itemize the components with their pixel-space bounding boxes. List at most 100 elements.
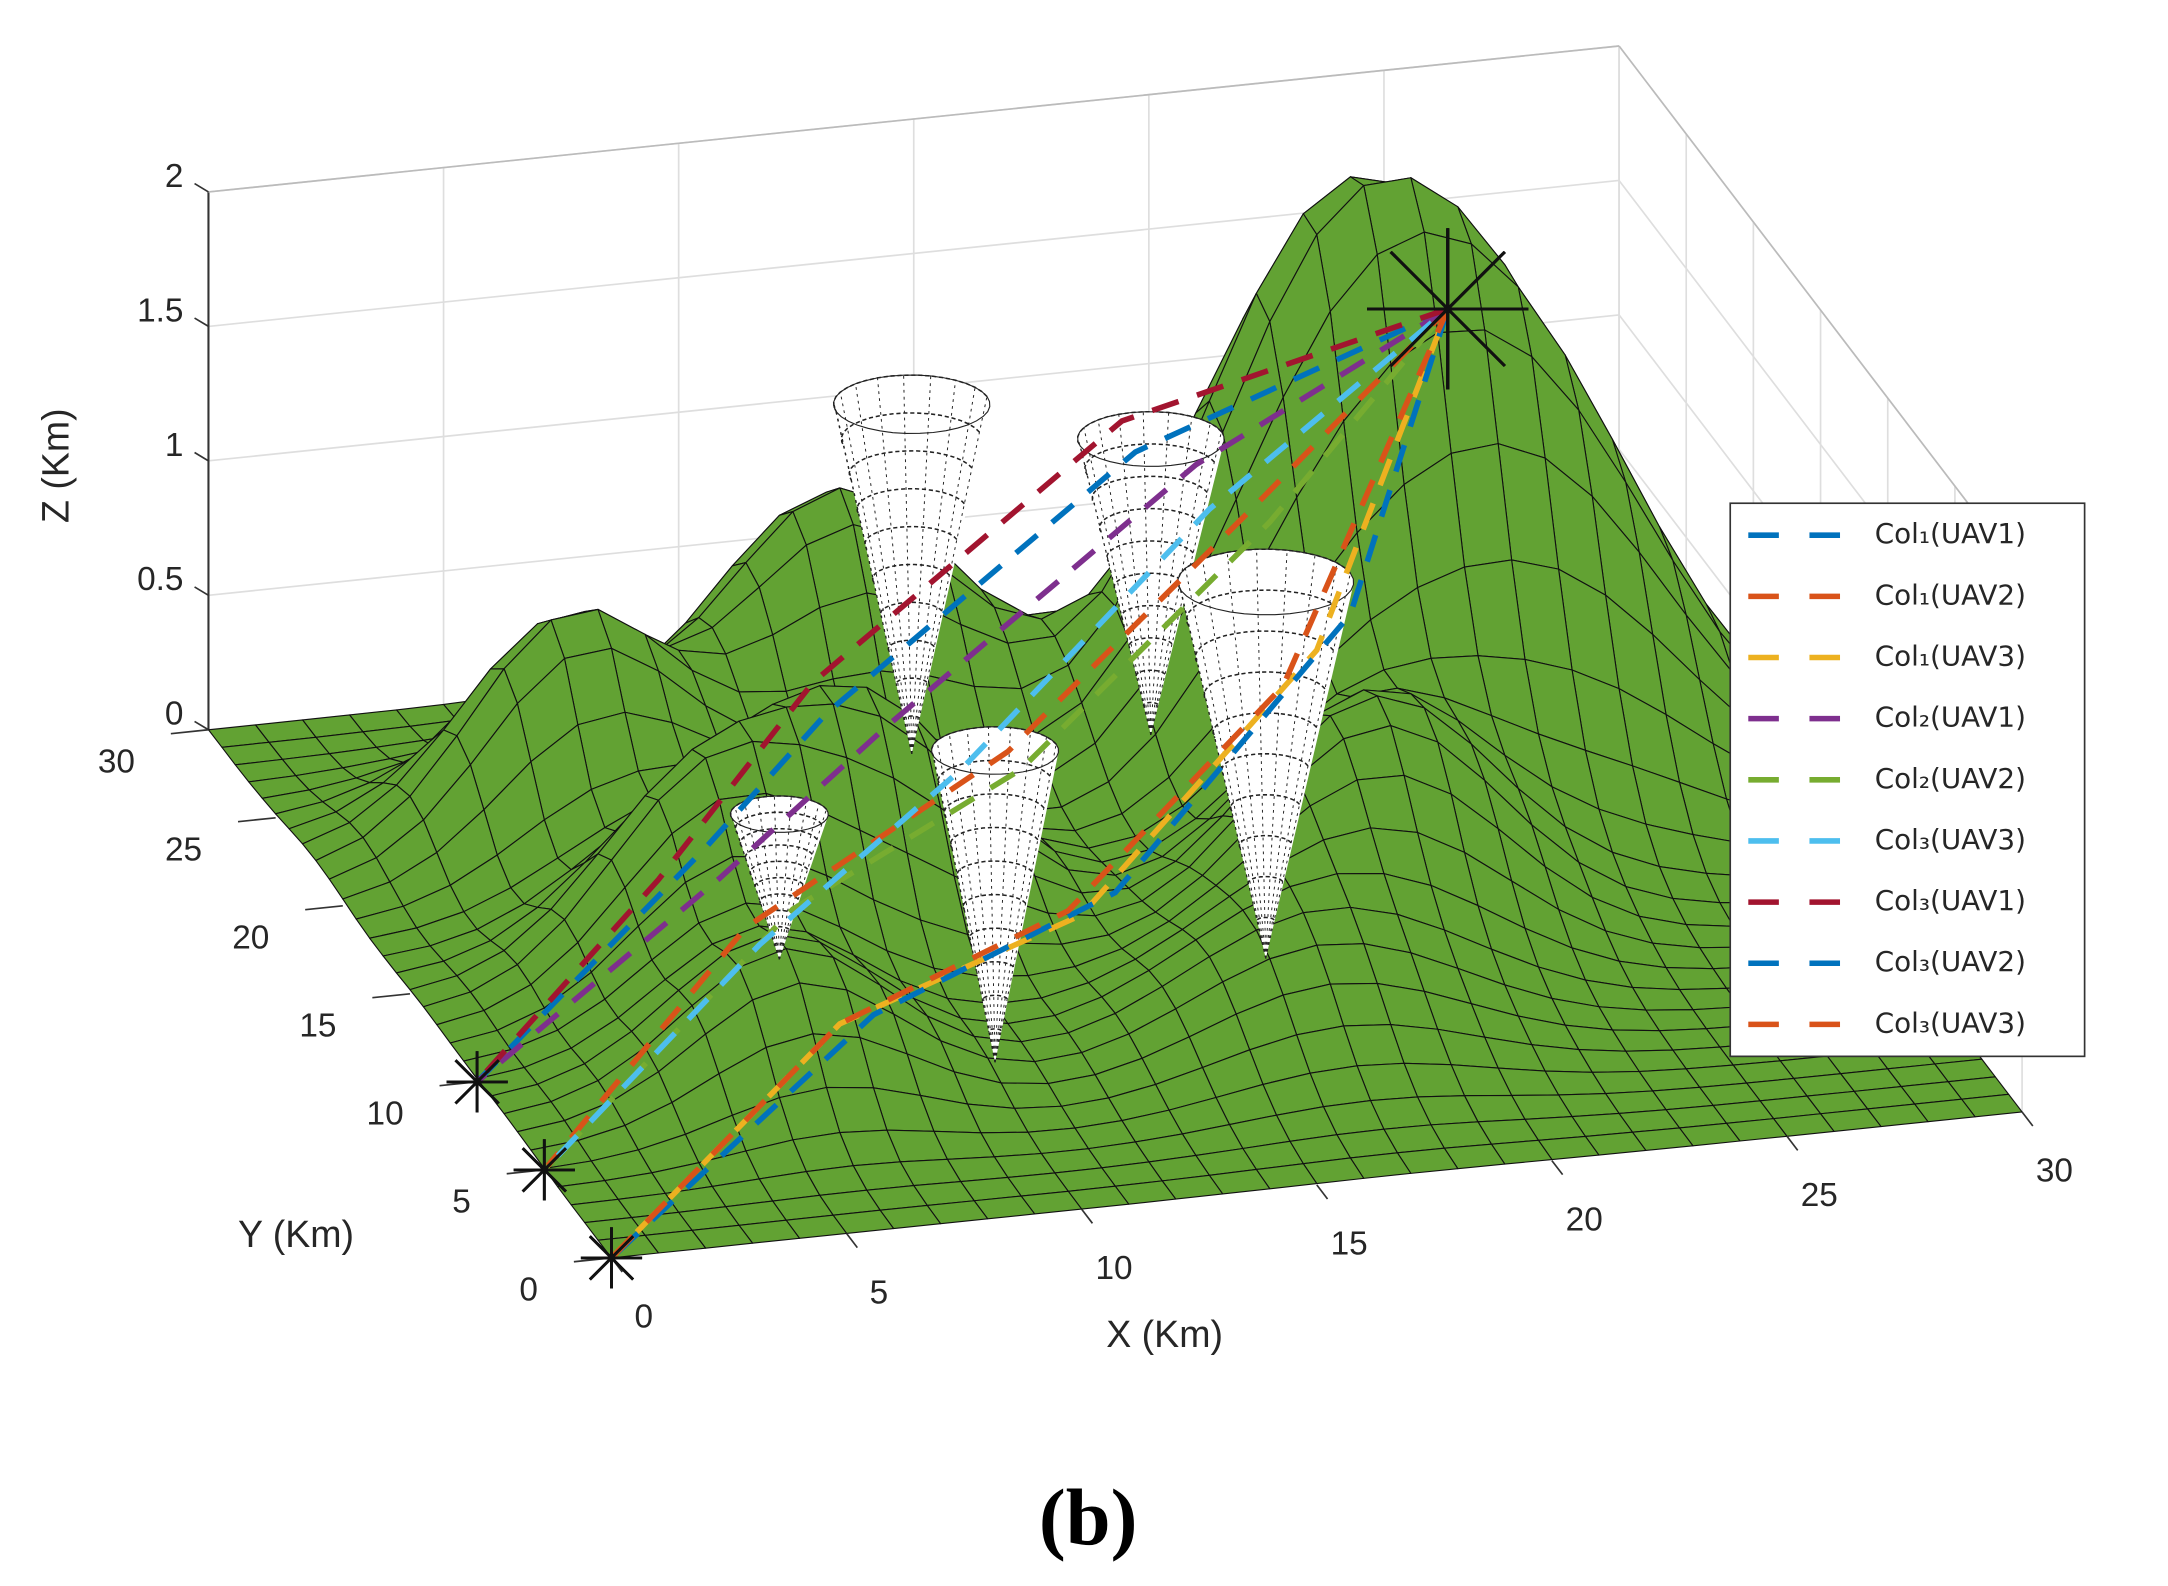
cone-mesh: [987, 1028, 1002, 1033]
cone-mesh: [1098, 507, 1201, 534]
cone-mesh: [1142, 701, 1159, 707]
cone-mesh: [832, 374, 988, 413]
cone-mesh: [1097, 419, 1152, 735]
z-axis-title: Z (Km): [34, 408, 76, 523]
legend-label: Col₁(UAV1): [1875, 517, 2026, 550]
cone-mesh: [1265, 550, 1288, 959]
cone-mesh: [1135, 669, 1166, 678]
z-tick: [194, 586, 209, 597]
cone-mesh: [887, 639, 935, 652]
legend-label: Col₃(UAV3): [1875, 1006, 2026, 1039]
cone-mesh: [1229, 794, 1301, 812]
z-tick: [194, 720, 209, 731]
cone-mesh: [949, 826, 1039, 849]
z-tick: [194, 317, 209, 328]
cone-mesh: [734, 806, 780, 960]
cone-mesh: [1265, 573, 1351, 959]
x-tick: [845, 1233, 858, 1249]
cone-mesh: [981, 994, 1008, 1002]
z-tick: [194, 182, 209, 193]
cone-mesh: [994, 744, 1057, 1063]
y-tick-label: 20: [232, 919, 269, 956]
cone-mesh: [864, 525, 958, 550]
cone-mesh: [768, 925, 790, 932]
cone-mesh: [1091, 475, 1208, 505]
y-tick-label: 5: [452, 1183, 471, 1220]
y-tick: [170, 728, 209, 735]
cone-mesh: [994, 727, 1011, 1063]
cone-mesh: [879, 601, 943, 618]
cone-mesh: [1226, 552, 1267, 959]
uav-path: [475, 306, 1450, 1084]
z-tick-label: 1: [165, 427, 184, 464]
start-marker: [513, 1139, 575, 1201]
cone-body: [931, 748, 1059, 1063]
cone-mesh: [848, 450, 973, 481]
goal-marker: [1367, 228, 1529, 390]
cone-mesh: [1256, 916, 1275, 923]
cone-mesh: [871, 563, 950, 584]
x-axis-title: X (Km): [1106, 1313, 1223, 1355]
z-tick: [194, 451, 209, 462]
cone-mesh: [1118, 414, 1152, 735]
cone-mesh: [734, 811, 823, 834]
legend-label: Col₂(UAV2): [1875, 762, 2026, 795]
threat-cone: [832, 374, 991, 754]
threat-cone: [1177, 548, 1355, 959]
threat-cone: [930, 726, 1059, 1063]
cone-mesh: [1247, 875, 1284, 886]
x-tick-label: 10: [1095, 1250, 1132, 1287]
y-tick-label: 30: [98, 743, 135, 780]
x-tick-label: 25: [1801, 1177, 1838, 1214]
axis-line: [1618, 45, 2023, 575]
cone-mesh: [1194, 630, 1334, 665]
cone-mesh: [1150, 412, 1170, 735]
cone-mesh: [987, 726, 996, 1063]
uav-path: [609, 308, 1451, 1260]
x-tick: [1316, 1184, 1329, 1200]
cone-mesh: [966, 729, 996, 1063]
x-tick-label: 20: [1566, 1201, 1603, 1238]
z-tick-label: 1.5: [137, 292, 183, 329]
uav-path: [542, 307, 1450, 1172]
cone-mesh: [1106, 540, 1194, 563]
cone-mesh: [778, 809, 827, 960]
uav-path: [609, 307, 1451, 1260]
start-marker: [580, 1227, 643, 1289]
cone-mesh: [1201, 558, 1267, 959]
cone-mesh: [836, 411, 913, 754]
marker-stroke: [521, 1147, 567, 1193]
cone-mesh: [1221, 753, 1309, 775]
caption: (b): [1039, 1474, 1138, 1563]
y-tick-label: 25: [165, 831, 202, 868]
legend-label: Col₁(UAV3): [1875, 640, 2026, 673]
cone-mesh: [956, 860, 1033, 880]
x-tick: [1081, 1208, 1094, 1224]
cone-mesh: [1265, 554, 1316, 959]
cone-mesh: [877, 377, 913, 754]
cone-mesh: [903, 375, 913, 754]
x-tick: [1551, 1160, 1564, 1176]
cone-mesh: [754, 876, 804, 890]
cone-mesh: [1150, 416, 1193, 735]
cone-mesh: [975, 960, 1014, 972]
cone-mesh: [1203, 671, 1326, 702]
cone-mesh: [911, 375, 932, 754]
y-tick: [305, 904, 343, 911]
cone-mesh: [1120, 604, 1180, 620]
y-tick-label: 10: [367, 1095, 404, 1132]
cone-mesh: [1079, 446, 1152, 735]
cone-mesh: [1185, 589, 1343, 628]
x-tick: [1786, 1135, 1799, 1151]
y-tick: [372, 992, 411, 999]
cone-mesh: [1076, 411, 1222, 447]
y-axis-title: Y (Km): [238, 1213, 354, 1255]
y-tick-label: 0: [519, 1271, 538, 1308]
z-tick-label: 2: [165, 158, 184, 195]
legend: Col₁(UAV1) Col₁(UAV2) Col₁(UAV3) Col₂(UAV1)…: [1729, 502, 2086, 1058]
cone-mesh: [839, 392, 913, 754]
cone-mesh: [1256, 549, 1267, 959]
cone-mesh: [911, 396, 988, 754]
y-tick-label: 15: [299, 1007, 336, 1044]
uav-path: [475, 306, 1449, 1084]
